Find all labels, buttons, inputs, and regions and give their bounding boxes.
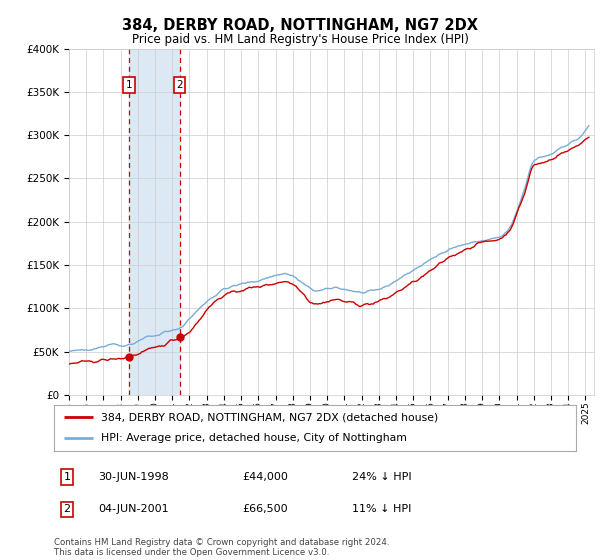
Text: 384, DERBY ROAD, NOTTINGHAM, NG7 2DX: 384, DERBY ROAD, NOTTINGHAM, NG7 2DX — [122, 18, 478, 32]
Text: 24% ↓ HPI: 24% ↓ HPI — [352, 472, 411, 482]
Text: 2: 2 — [176, 80, 183, 90]
Text: £44,000: £44,000 — [242, 472, 288, 482]
Text: Contains HM Land Registry data © Crown copyright and database right 2024.
This d: Contains HM Land Registry data © Crown c… — [54, 538, 389, 557]
Text: 11% ↓ HPI: 11% ↓ HPI — [352, 505, 411, 514]
Text: 04-JUN-2001: 04-JUN-2001 — [98, 505, 169, 514]
Text: 2: 2 — [64, 505, 71, 514]
Text: £66,500: £66,500 — [242, 505, 287, 514]
Text: 1: 1 — [126, 80, 133, 90]
Text: 30-JUN-1998: 30-JUN-1998 — [98, 472, 169, 482]
Bar — [129, 49, 179, 395]
Text: 1: 1 — [64, 472, 70, 482]
Text: HPI: Average price, detached house, City of Nottingham: HPI: Average price, detached house, City… — [101, 433, 407, 444]
Text: Price paid vs. HM Land Registry's House Price Index (HPI): Price paid vs. HM Land Registry's House … — [131, 32, 469, 46]
Text: 384, DERBY ROAD, NOTTINGHAM, NG7 2DX (detached house): 384, DERBY ROAD, NOTTINGHAM, NG7 2DX (de… — [101, 412, 438, 422]
